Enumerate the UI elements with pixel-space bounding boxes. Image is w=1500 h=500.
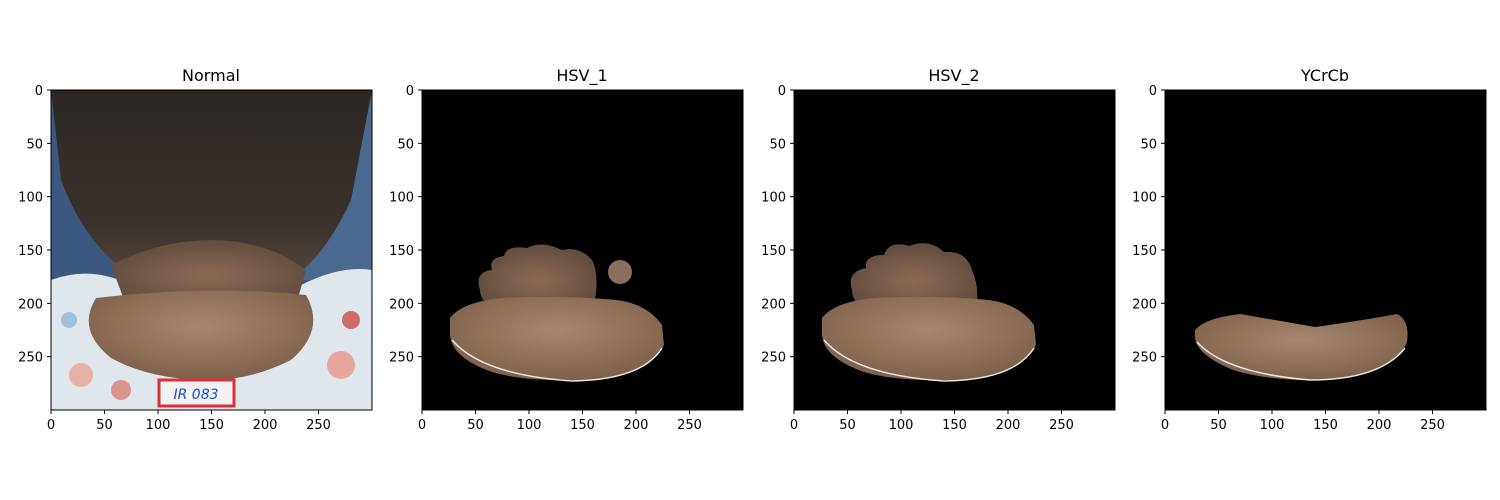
- y-tick-label: 200: [389, 297, 414, 312]
- panel-hsv2: HSV_2 0 50 100 150 200 250 0 50 100 150 200 250: [761, 66, 1116, 433]
- y-tick-label: 100: [389, 191, 414, 206]
- y-tick-label: 150: [761, 244, 786, 259]
- x-tick-label: 50: [96, 418, 113, 433]
- x-tick-label: 250: [1049, 418, 1074, 433]
- x-tick-label: 200: [996, 418, 1021, 433]
- panel-title: Normal: [182, 66, 240, 85]
- y-tick-label: 100: [18, 191, 43, 206]
- x-tick-label: 200: [1367, 418, 1392, 433]
- x-tick-label: 100: [1260, 418, 1285, 433]
- y-tick-label: 100: [1132, 191, 1157, 206]
- x-tick-label: 150: [1313, 418, 1338, 433]
- photo-label-text: IR 083: [173, 387, 218, 403]
- y-tick-label: 0: [778, 84, 786, 99]
- y-tick-label: 250: [18, 351, 43, 366]
- y-tick-label: 250: [761, 351, 786, 366]
- y-axis: 0 50 100 150 200 250: [389, 84, 422, 366]
- mask-ycrcb: [1165, 90, 1486, 410]
- y-tick-label: 250: [1132, 351, 1157, 366]
- x-tick-label: 150: [942, 418, 967, 433]
- y-axis: 0 50 100 150 200 250: [18, 84, 51, 366]
- panel-title: HSV_2: [928, 66, 979, 86]
- y-tick-label: 150: [1132, 244, 1157, 259]
- x-tick-label: 150: [570, 418, 595, 433]
- x-tick-label: 200: [624, 418, 649, 433]
- y-tick-label: 0: [35, 84, 43, 99]
- x-tick-label: 0: [790, 418, 798, 433]
- x-tick-label: 250: [677, 418, 702, 433]
- panel-normal: Normal IR 083 0 50 100 150 200 250 0 50 100 150 2…: [18, 66, 373, 433]
- mask-hsv2: [794, 90, 1115, 410]
- x-tick-label: 0: [47, 418, 55, 433]
- x-tick-label: 250: [1420, 418, 1445, 433]
- x-axis: 0 50 100 150 200 250: [418, 410, 702, 433]
- x-tick-label: 50: [467, 418, 484, 433]
- y-tick-label: 0: [406, 84, 414, 99]
- x-tick-label: 50: [839, 418, 856, 433]
- panel-title: YCrCb: [1300, 66, 1349, 85]
- x-axis: 0 50 100 150 200 250: [47, 410, 331, 433]
- mask-hsv1: [422, 90, 743, 410]
- x-tick-label: 250: [306, 418, 331, 433]
- y-tick-label: 0: [1149, 84, 1157, 99]
- x-tick-label: 100: [517, 418, 542, 433]
- y-axis: 0 50 100 150 200 250: [1132, 84, 1165, 366]
- x-tick-label: 150: [199, 418, 224, 433]
- y-tick-label: 200: [1132, 297, 1157, 312]
- panel-title: HSV_1: [556, 66, 607, 86]
- y-tick-label: 100: [761, 191, 786, 206]
- y-tick-label: 50: [26, 137, 43, 152]
- y-tick-label: 250: [389, 351, 414, 366]
- x-tick-label: 0: [418, 418, 426, 433]
- x-axis: 0 50 100 150 200 250: [1161, 410, 1445, 433]
- y-tick-label: 150: [389, 244, 414, 259]
- y-tick-label: 50: [769, 137, 786, 152]
- y-tick-label: 50: [1140, 137, 1157, 152]
- panel-ycrcb: YCrCb 0 50 100 150 200 250 0 50 100 150 200 250: [1132, 66, 1487, 433]
- y-tick-label: 50: [397, 137, 414, 152]
- x-axis: 0 50 100 150 200 250: [790, 410, 1074, 433]
- x-tick-label: 200: [253, 418, 278, 433]
- y-tick-label: 200: [18, 297, 43, 312]
- photo-original: IR 083: [51, 90, 372, 410]
- x-tick-label: 0: [1161, 418, 1169, 433]
- x-tick-label: 100: [889, 418, 914, 433]
- y-axis: 0 50 100 150 200 250: [761, 84, 794, 366]
- y-tick-label: 150: [18, 244, 43, 259]
- panel-hsv1: HSV_1 0 50 100 150 200 250 0 50 100 150 200 250: [389, 66, 744, 433]
- y-tick-label: 200: [761, 297, 786, 312]
- x-tick-label: 100: [146, 418, 171, 433]
- x-tick-label: 50: [1210, 418, 1227, 433]
